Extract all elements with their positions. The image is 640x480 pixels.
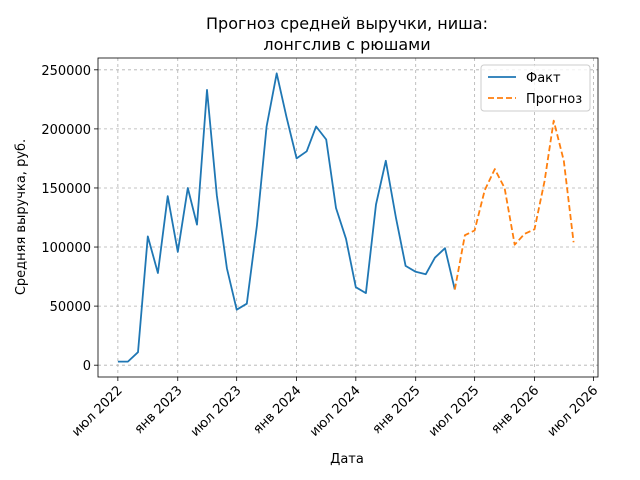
y-axis-ticks: 0 50000 100000 150000 200000 250000: [41, 64, 98, 374]
series-layer: [117, 72, 575, 363]
y-tick-label: 0: [83, 359, 91, 374]
y-tick-label: 100000: [41, 241, 91, 256]
y-tick-label: 50000: [50, 300, 91, 315]
legend-label-forecast: Прогноз: [526, 92, 582, 107]
y-tick-label: 200000: [41, 123, 91, 138]
chart-title-line-1: Прогноз средней выручки, ниша:: [206, 14, 488, 33]
legend: Факт Прогноз: [480, 64, 591, 112]
series-line-fact: [117, 72, 456, 363]
y-axis-label: Средняя выручка, руб.: [14, 139, 29, 295]
legend-label-fact: Факт: [526, 71, 561, 86]
chart-title-line-2: лонгслив с рюшами: [263, 35, 430, 54]
series-line-forecast: [453, 119, 575, 290]
plot-frame: [97, 57, 599, 378]
y-tick-label: 150000: [41, 182, 91, 197]
x-axis-label: Дата: [330, 452, 364, 467]
y-tick-label: 250000: [41, 64, 91, 79]
